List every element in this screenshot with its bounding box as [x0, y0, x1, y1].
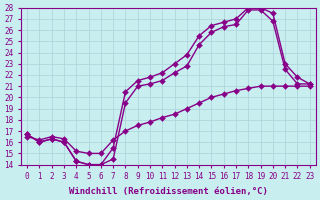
- X-axis label: Windchill (Refroidissement éolien,°C): Windchill (Refroidissement éolien,°C): [69, 187, 268, 196]
